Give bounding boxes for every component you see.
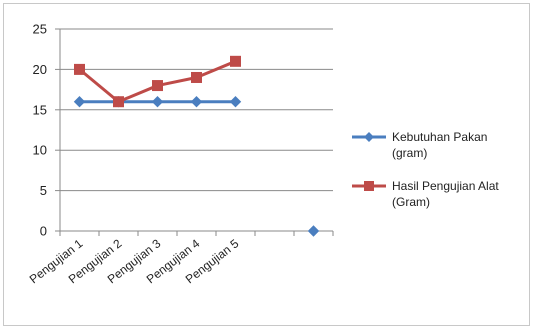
data-point: [113, 96, 124, 108]
legend: Kebutuhan Pakan (gram) Hasil Pengujian Ala…: [352, 130, 499, 209]
data-point: [152, 80, 163, 92]
data-point: [191, 71, 202, 83]
data-point: [230, 55, 241, 67]
data-point: [151, 96, 164, 108]
axes: [55, 28, 334, 236]
y-tick-label: 0: [40, 224, 47, 239]
series-2: [74, 55, 241, 108]
series-line-segment: [117, 84, 159, 104]
y-tick-label: 10: [33, 143, 47, 158]
legend-label: Kebutuhan Pakan (gram): [392, 130, 487, 160]
legend-label-line: (gram): [392, 146, 427, 160]
data-point: [73, 96, 86, 108]
y-tick-label: 20: [33, 62, 47, 77]
y-tick-labels: 0 5 10 15 20 25: [33, 22, 47, 239]
legend-marker: [364, 132, 374, 142]
legend-label-line: Kebutuhan Pakan: [392, 130, 487, 144]
chart-frame: [3, 3, 530, 326]
legend-marker: [364, 181, 374, 191]
y-tick-label: 25: [33, 22, 47, 37]
legend-entry: Kebutuhan Pakan (gram): [352, 130, 487, 160]
legend-label-line: Hasil Pengujian Alat: [392, 179, 499, 193]
series-line-segment: [195, 59, 237, 79]
grid-lines: [60, 28, 333, 192]
series-line-segment: [156, 75, 198, 88]
legend-label-line: (Gram): [392, 195, 430, 209]
data-point: [190, 96, 203, 108]
data-point: [74, 63, 85, 75]
legend-label: Hasil Pengujian Alat (Gram): [392, 179, 499, 209]
series-line-segment: [78, 67, 120, 104]
y-tick-label: 15: [33, 102, 47, 117]
series-lines: [73, 55, 320, 237]
y-tick-label: 5: [40, 183, 47, 198]
data-point: [307, 225, 320, 237]
data-point: [229, 96, 242, 108]
series-1: [73, 96, 320, 237]
legend-entry: Hasil Pengujian Alat (Gram): [352, 179, 499, 209]
